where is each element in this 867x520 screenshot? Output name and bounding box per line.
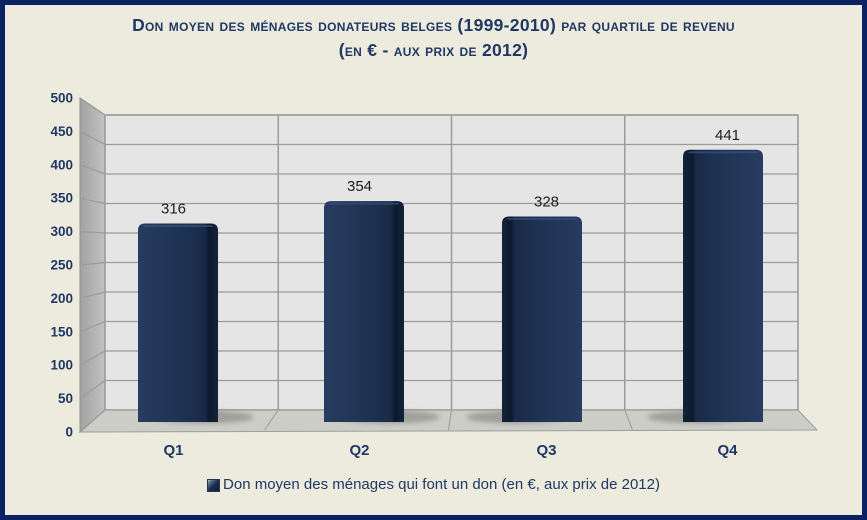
gridline — [79, 379, 798, 400]
bar-q4 — [683, 149, 763, 422]
y-axis-tick-label: 400 — [50, 157, 73, 172]
section-dividers — [264, 115, 633, 431]
bar-value-label: 354 — [347, 178, 372, 195]
x-axis-category-label: Q3 — [536, 442, 556, 459]
gridline — [79, 291, 798, 299]
y-axis-labels: 0 50 100 150 200 250 300 350 400 450 500 — [50, 91, 73, 440]
y-axis-tick-label: 300 — [50, 224, 73, 239]
y-axis-tick-label: 500 — [50, 91, 73, 106]
bar-q1 — [138, 223, 218, 422]
gridline — [79, 320, 798, 333]
plot-side-wall — [79, 97, 106, 434]
floor-divider — [624, 409, 633, 431]
bar-shadow — [647, 410, 748, 424]
plot-back-wall — [104, 114, 799, 411]
floor-divider — [264, 409, 279, 431]
bar-q2 — [324, 201, 404, 422]
gridline — [79, 97, 798, 116]
plot-floor — [78, 409, 819, 433]
bars — [138, 149, 763, 422]
chart-title-line2: (en € - aux prix de 2012) — [338, 40, 529, 60]
chart-title-line1: Don moyen des ménages donateurs belges (… — [132, 15, 735, 35]
gridline — [79, 231, 798, 234]
gridline — [79, 130, 798, 146]
legend: Don moyen des ménages qui font un don (e… — [5, 473, 862, 497]
y-axis-tick-label: 250 — [50, 258, 73, 273]
x-axis-labels: Q1 Q2 Q3 Q4 — [163, 442, 738, 459]
y-axis-tick-label: 200 — [50, 291, 73, 306]
bar-shadow — [339, 410, 440, 424]
bar-value-label: 316 — [161, 201, 186, 218]
y-axis-tick-label: 350 — [50, 191, 73, 206]
legend-cube-icon — [207, 478, 221, 492]
bar-shadows — [153, 410, 748, 424]
legend-label: Don moyen des ménages qui font un don (e… — [223, 476, 660, 493]
x-axis-category-label: Q1 — [163, 442, 183, 459]
y-axis-tick-label: 0 — [65, 425, 73, 440]
y-axis-tick-label: 100 — [50, 358, 73, 373]
x-axis-category-label: Q2 — [349, 442, 369, 459]
gridline — [79, 409, 798, 433]
gridline — [79, 350, 798, 366]
bar-shadow — [466, 410, 567, 424]
gridlines — [79, 97, 798, 433]
bar-shadow — [153, 410, 254, 424]
gridline — [79, 164, 798, 175]
floor-divider — [448, 409, 452, 431]
y-axis-tick-label: 150 — [50, 324, 73, 339]
gridline — [79, 261, 798, 266]
chart-title: Don moyen des ménages donateurs belges (… — [5, 13, 862, 63]
x-axis-category-label: Q4 — [717, 442, 738, 459]
bar-value-label: 441 — [715, 127, 740, 144]
y-axis-tick-label: 450 — [50, 124, 73, 139]
gridline — [79, 197, 798, 205]
bar-q3 — [502, 216, 582, 422]
bar-value-label: 328 — [534, 193, 559, 210]
y-axis-tick-label: 50 — [58, 391, 73, 406]
bar-chart-plot: 0 50 100 150 200 250 300 350 400 450 500 316 354 328… — [50, 91, 819, 459]
value-labels: 316 354 328 441 — [161, 127, 740, 218]
